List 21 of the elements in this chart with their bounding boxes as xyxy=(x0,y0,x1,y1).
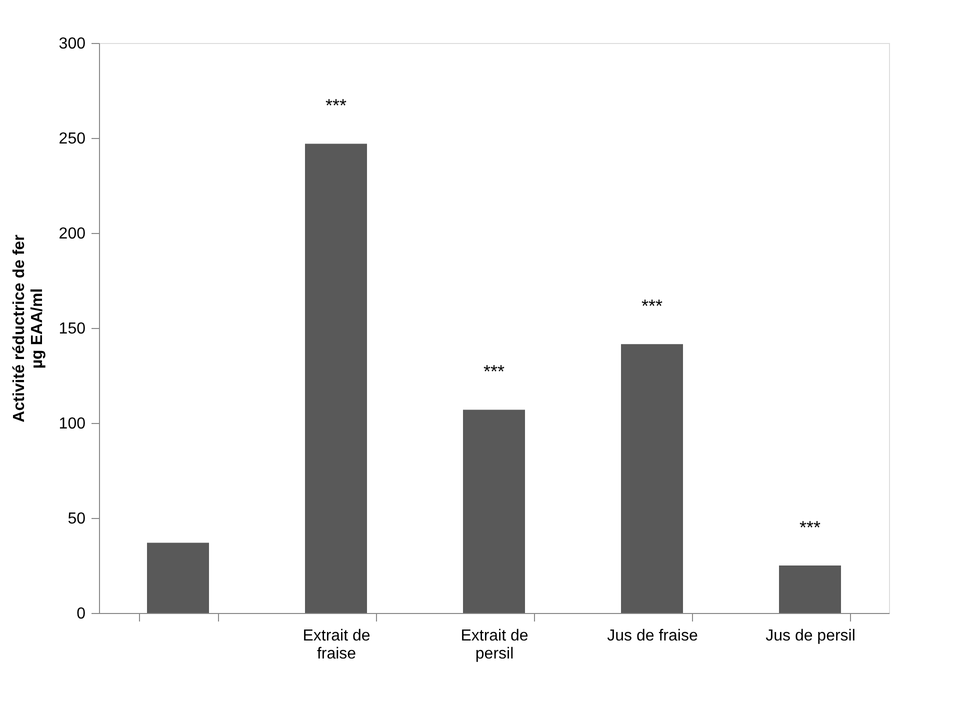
y-tick-label: 150 xyxy=(58,320,86,338)
y-tick-label: 250 xyxy=(58,130,86,148)
x-tick-label: Jus de persil xyxy=(766,628,856,644)
y-tick-label: 100 xyxy=(58,416,86,432)
x-tick-label: Extrait de persil xyxy=(460,628,528,662)
y-axis-title: Activité réductrice de fer µg EAA/ml xyxy=(10,234,46,422)
annotation: *** xyxy=(483,362,505,382)
bar xyxy=(305,144,367,613)
bar xyxy=(621,344,683,613)
annotation: *** xyxy=(641,296,663,316)
y-tick-label: 200 xyxy=(58,226,86,242)
bar xyxy=(147,542,209,613)
x-tick-label: Jus de fraise xyxy=(607,628,698,644)
x-tick-label: Extrait de fraise xyxy=(302,628,370,662)
bar xyxy=(463,410,525,613)
annotation: *** xyxy=(325,96,347,116)
y-tick-label: 300 xyxy=(58,36,86,52)
bar xyxy=(779,566,841,613)
y-tick-label: 0 xyxy=(76,606,86,622)
y-tick-label: 50 xyxy=(68,510,86,528)
annotation: *** xyxy=(799,518,821,538)
